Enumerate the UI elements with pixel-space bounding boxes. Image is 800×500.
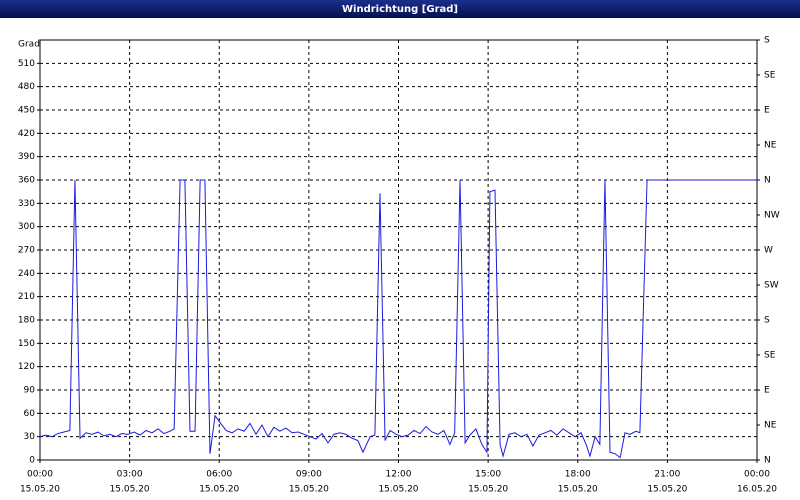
- y2-tick-label: SW: [764, 281, 779, 291]
- x-tick-label: 06:00: [206, 470, 232, 480]
- y2-tick-label: NE: [764, 141, 777, 151]
- y-tick-label: 420: [18, 129, 35, 139]
- y2-tick-label: S: [764, 36, 770, 46]
- y2-tick-label: N: [764, 176, 771, 186]
- y-tick-label: 300: [18, 222, 35, 232]
- y-tick-label: 270: [18, 246, 35, 256]
- x-tick-label: 12:00: [386, 470, 412, 480]
- y2-tick-label: E: [764, 386, 770, 396]
- x-tick-date: 15.05.20: [20, 485, 60, 495]
- x-tick-date: 15.05.20: [289, 485, 329, 495]
- x-tick-date: 15.05.20: [378, 485, 418, 495]
- x-tick-label: 00:00: [744, 470, 770, 480]
- x-tick-label: 18:00: [565, 470, 591, 480]
- y-tick-label: 60: [24, 409, 36, 419]
- title-bar: [0, 0, 800, 18]
- x-tick-date: 15.05.20: [468, 485, 508, 495]
- y2-tick-label: N: [764, 456, 771, 466]
- x-tick-label: 03:00: [117, 470, 143, 480]
- x-tick-label: 00:00: [27, 470, 53, 480]
- y-tick-label: 360: [18, 176, 35, 186]
- y2-tick-label: SE: [764, 71, 776, 81]
- y-tick-label: 480: [18, 82, 35, 92]
- y2-tick-label: E: [764, 106, 770, 116]
- x-tick-date: 15.05.20: [647, 485, 687, 495]
- y-tick-label: 150: [18, 339, 35, 349]
- x-tick-date: 15.05.20: [110, 485, 150, 495]
- y-tick-label: 450: [18, 106, 35, 116]
- y2-tick-label: SE: [764, 351, 776, 361]
- y-tick-label: 120: [18, 362, 35, 372]
- y2-tick-label: NE: [764, 421, 777, 431]
- y-tick-label: 0: [29, 456, 35, 466]
- x-tick-label: 15:00: [475, 470, 501, 480]
- y-tick-label: 330: [18, 199, 35, 209]
- y-tick-label: 510: [18, 59, 35, 69]
- y2-tick-label: S: [764, 316, 770, 326]
- x-tick-label: 21:00: [654, 470, 680, 480]
- y-tick-label: 180: [18, 316, 35, 326]
- y-tick-label: 390: [18, 152, 35, 162]
- x-tick-date: 16.05.20: [737, 485, 777, 495]
- y-tick-label: 240: [18, 269, 35, 279]
- x-tick-date: 15.05.20: [199, 485, 239, 495]
- x-tick-label: 09:00: [296, 470, 322, 480]
- y-tick-label: 90: [24, 386, 36, 396]
- y-tick-label: 30: [24, 432, 36, 442]
- data-line: [39, 179, 757, 459]
- y-tick-label: 210: [18, 292, 35, 302]
- y2-tick-label: W: [764, 246, 773, 256]
- y2-tick-label: NW: [764, 211, 780, 221]
- x-tick-date: 15.05.20: [558, 485, 598, 495]
- plot-border: [39, 39, 758, 461]
- chart-title: Windrichtung [Grad]: [342, 4, 458, 15]
- y-axis-label: Grad: [18, 40, 40, 50]
